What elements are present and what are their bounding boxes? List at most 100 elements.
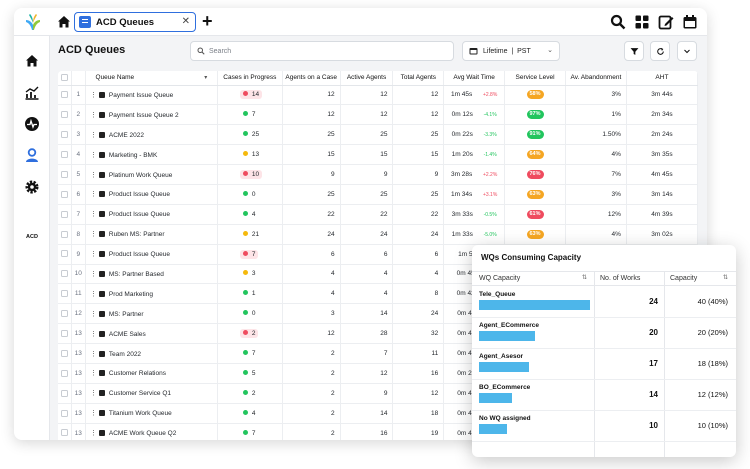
queue-name-cell[interactable]: ⋮ Platinum Work Queue: [85, 164, 218, 185]
capacity-row[interactable]: Tele_Queue 24 40 (40%): [472, 287, 736, 318]
drag-handle-icon[interactable]: ⋮: [89, 91, 97, 99]
sort-icon[interactable]: ⇅: [582, 275, 588, 281]
close-icon[interactable]: ✕: [181, 16, 190, 27]
table-row[interactable]: 8 ⋮ Ruben MS: Partner 21 24 24 24 1m 33s -5.0% 63…: [58, 224, 698, 245]
drag-handle-icon[interactable]: ⋮: [89, 151, 97, 159]
table-row[interactable]: 5 ⋮ Platinum Work Queue 10 9 9 9 3m 28s +2.2% 76%…: [58, 164, 698, 185]
column-header[interactable]: Cases in Progress: [217, 71, 283, 86]
queue-name-cell[interactable]: ⋮ Product Issue Queue: [85, 204, 218, 225]
queue-name-cell[interactable]: ⋮ ACME Sales: [85, 323, 218, 345]
drag-handle-icon[interactable]: ⋮: [89, 270, 97, 278]
row-checkbox[interactable]: [58, 283, 72, 305]
column-header[interactable]: AHT: [626, 71, 698, 86]
queue-name-cell[interactable]: ⋮ ACME Work Queue Q2: [85, 423, 218, 440]
column-header[interactable]: Total Agents: [392, 71, 445, 86]
drag-handle-icon[interactable]: ⋮: [89, 251, 97, 259]
table-row[interactable]: 7 ⋮ Product Issue Queue 4 22 22 22 3m 33s -0.5% 6…: [58, 204, 698, 225]
row-checkbox[interactable]: [58, 323, 72, 345]
row-checkbox[interactable]: [58, 403, 72, 424]
brand-logo-icon[interactable]: [24, 13, 42, 31]
queue-name-cell[interactable]: ⋮ Customer Relations: [85, 363, 218, 384]
capacity-row[interactable]: Agent_ECommerce 20 20 (20%): [472, 318, 736, 349]
column-header[interactable]: Av. Abandonment: [565, 71, 627, 86]
row-checkbox[interactable]: [58, 383, 72, 404]
grid-icon[interactable]: [634, 14, 650, 30]
queue-name-cell[interactable]: ⋮ Product Issue Queue: [85, 244, 218, 265]
column-header[interactable]: Active Agents: [340, 71, 394, 86]
drag-handle-icon[interactable]: ⋮: [89, 231, 97, 239]
queue-name-cell[interactable]: ⋮ Product Issue Queue: [85, 184, 218, 205]
drag-handle-icon[interactable]: ⋮: [89, 131, 97, 139]
queue-name-cell[interactable]: ⋮ Customer Service Q1: [85, 383, 218, 404]
agents-icon[interactable]: [24, 147, 40, 163]
sort-icon[interactable]: ⇅: [723, 275, 729, 281]
column-header[interactable]: No. of Works: [600, 275, 641, 282]
table-row[interactable]: 4 ⋮ Marketing - BMK 13 15 15 15 1m 20s -1.4% 64% 4…: [58, 144, 698, 166]
calendar-icon[interactable]: [682, 14, 698, 30]
column-header[interactable]: Agents on a Case: [282, 71, 341, 86]
search-input[interactable]: Search: [190, 41, 454, 61]
row-checkbox[interactable]: [58, 184, 72, 205]
column-header[interactable]: Avg Wait Time: [443, 71, 506, 86]
table-row[interactable]: 2 ⋮ Payment Issue Queue 2 7 12 12 12 0m 12s -4.1…: [58, 104, 698, 126]
capacity-row[interactable]: Agent_Asesor 17 18 (18%): [472, 349, 736, 380]
analytics-icon[interactable]: [24, 85, 40, 101]
row-checkbox[interactable]: [58, 124, 72, 146]
capacity-row[interactable]: BO_ECommerce 14 12 (12%): [472, 380, 736, 411]
more-options-button[interactable]: [677, 41, 697, 61]
edit-icon[interactable]: [658, 14, 674, 30]
drag-handle-icon[interactable]: ⋮: [89, 430, 97, 438]
queue-name-cell[interactable]: ⋮ Marketing - BMK: [85, 144, 218, 166]
row-checkbox[interactable]: [58, 85, 72, 106]
queue-name-cell[interactable]: ⋮ MS: Partner Based: [85, 264, 218, 285]
column-header[interactable]: Queue Name ▾: [85, 71, 218, 86]
queue-name-cell[interactable]: ⋮ Prod Marketing: [85, 283, 218, 305]
drag-handle-icon[interactable]: ⋮: [89, 171, 97, 179]
capacity-row[interactable]: No WQ assigned 10 10 (10%): [472, 411, 736, 442]
row-checkbox[interactable]: [58, 343, 72, 364]
drag-handle-icon[interactable]: ⋮: [89, 410, 97, 418]
row-checkbox[interactable]: [58, 164, 72, 185]
row-checkbox[interactable]: [58, 204, 72, 225]
tab-acd-queues[interactable]: ACD Queues ✕: [74, 12, 196, 32]
select-all-checkbox[interactable]: [58, 71, 72, 86]
queue-name-cell[interactable]: ⋮ Titanium Work Queue: [85, 403, 218, 424]
time-range-select[interactable]: Lifetime | PST ⌄: [462, 41, 560, 61]
column-header[interactable]: Capacity: [670, 275, 698, 282]
row-checkbox[interactable]: [58, 363, 72, 384]
row-checkbox[interactable]: [58, 303, 72, 325]
row-checkbox[interactable]: [58, 244, 72, 265]
table-row[interactable]: 3 ⋮ ACME 2022 25 25 25 25 0m 22s -3.3% 91% 1.50% 2m…: [58, 124, 698, 146]
new-tab-button[interactable]: +: [202, 11, 213, 31]
home-icon[interactable]: [56, 14, 72, 30]
queue-name-cell[interactable]: ⋮ MS: Partner: [85, 303, 218, 325]
queue-name-cell[interactable]: ⋮ Team 2022: [85, 343, 218, 364]
row-checkbox[interactable]: [58, 264, 72, 285]
search-icon[interactable]: [610, 14, 626, 30]
home-icon[interactable]: [24, 53, 40, 69]
table-row[interactable]: 1 ⋮ Payment Issue Queue 14 12 12 12 1m 45s +2.8%…: [58, 85, 698, 106]
filter-button[interactable]: [624, 41, 644, 61]
drag-handle-icon[interactable]: ⋮: [89, 211, 97, 219]
row-checkbox[interactable]: [58, 144, 72, 166]
drag-handle-icon[interactable]: ⋮: [89, 310, 97, 318]
drag-handle-icon[interactable]: ⋮: [89, 290, 97, 298]
row-checkbox[interactable]: [58, 423, 72, 440]
drag-handle-icon[interactable]: ⋮: [89, 370, 97, 378]
column-header[interactable]: Service Level: [504, 71, 566, 86]
row-checkbox[interactable]: [58, 224, 72, 245]
drag-handle-icon[interactable]: ⋮: [89, 350, 97, 358]
settings-icon[interactable]: [24, 179, 40, 195]
column-header[interactable]: WQ Capacity: [479, 275, 521, 282]
activity-icon[interactable]: [24, 116, 40, 132]
queue-name-cell[interactable]: ⋮ Ruben MS: Partner: [85, 224, 218, 245]
queue-name-cell[interactable]: ⋮ Payment Issue Queue: [85, 85, 218, 106]
queue-name-cell[interactable]: ⋮ Payment Issue Queue 2: [85, 104, 218, 126]
drag-handle-icon[interactable]: ⋮: [89, 390, 97, 398]
drag-handle-icon[interactable]: ⋮: [89, 191, 97, 199]
table-row[interactable]: 6 ⋮ Product Issue Queue 0 25 25 25 1m 34s +3.1% 6…: [58, 184, 698, 205]
refresh-button[interactable]: [650, 41, 670, 61]
sidebar-item-acd[interactable]: ACD: [26, 234, 38, 240]
row-checkbox[interactable]: [58, 104, 72, 126]
queue-name-cell[interactable]: ⋮ ACME 2022: [85, 124, 218, 146]
